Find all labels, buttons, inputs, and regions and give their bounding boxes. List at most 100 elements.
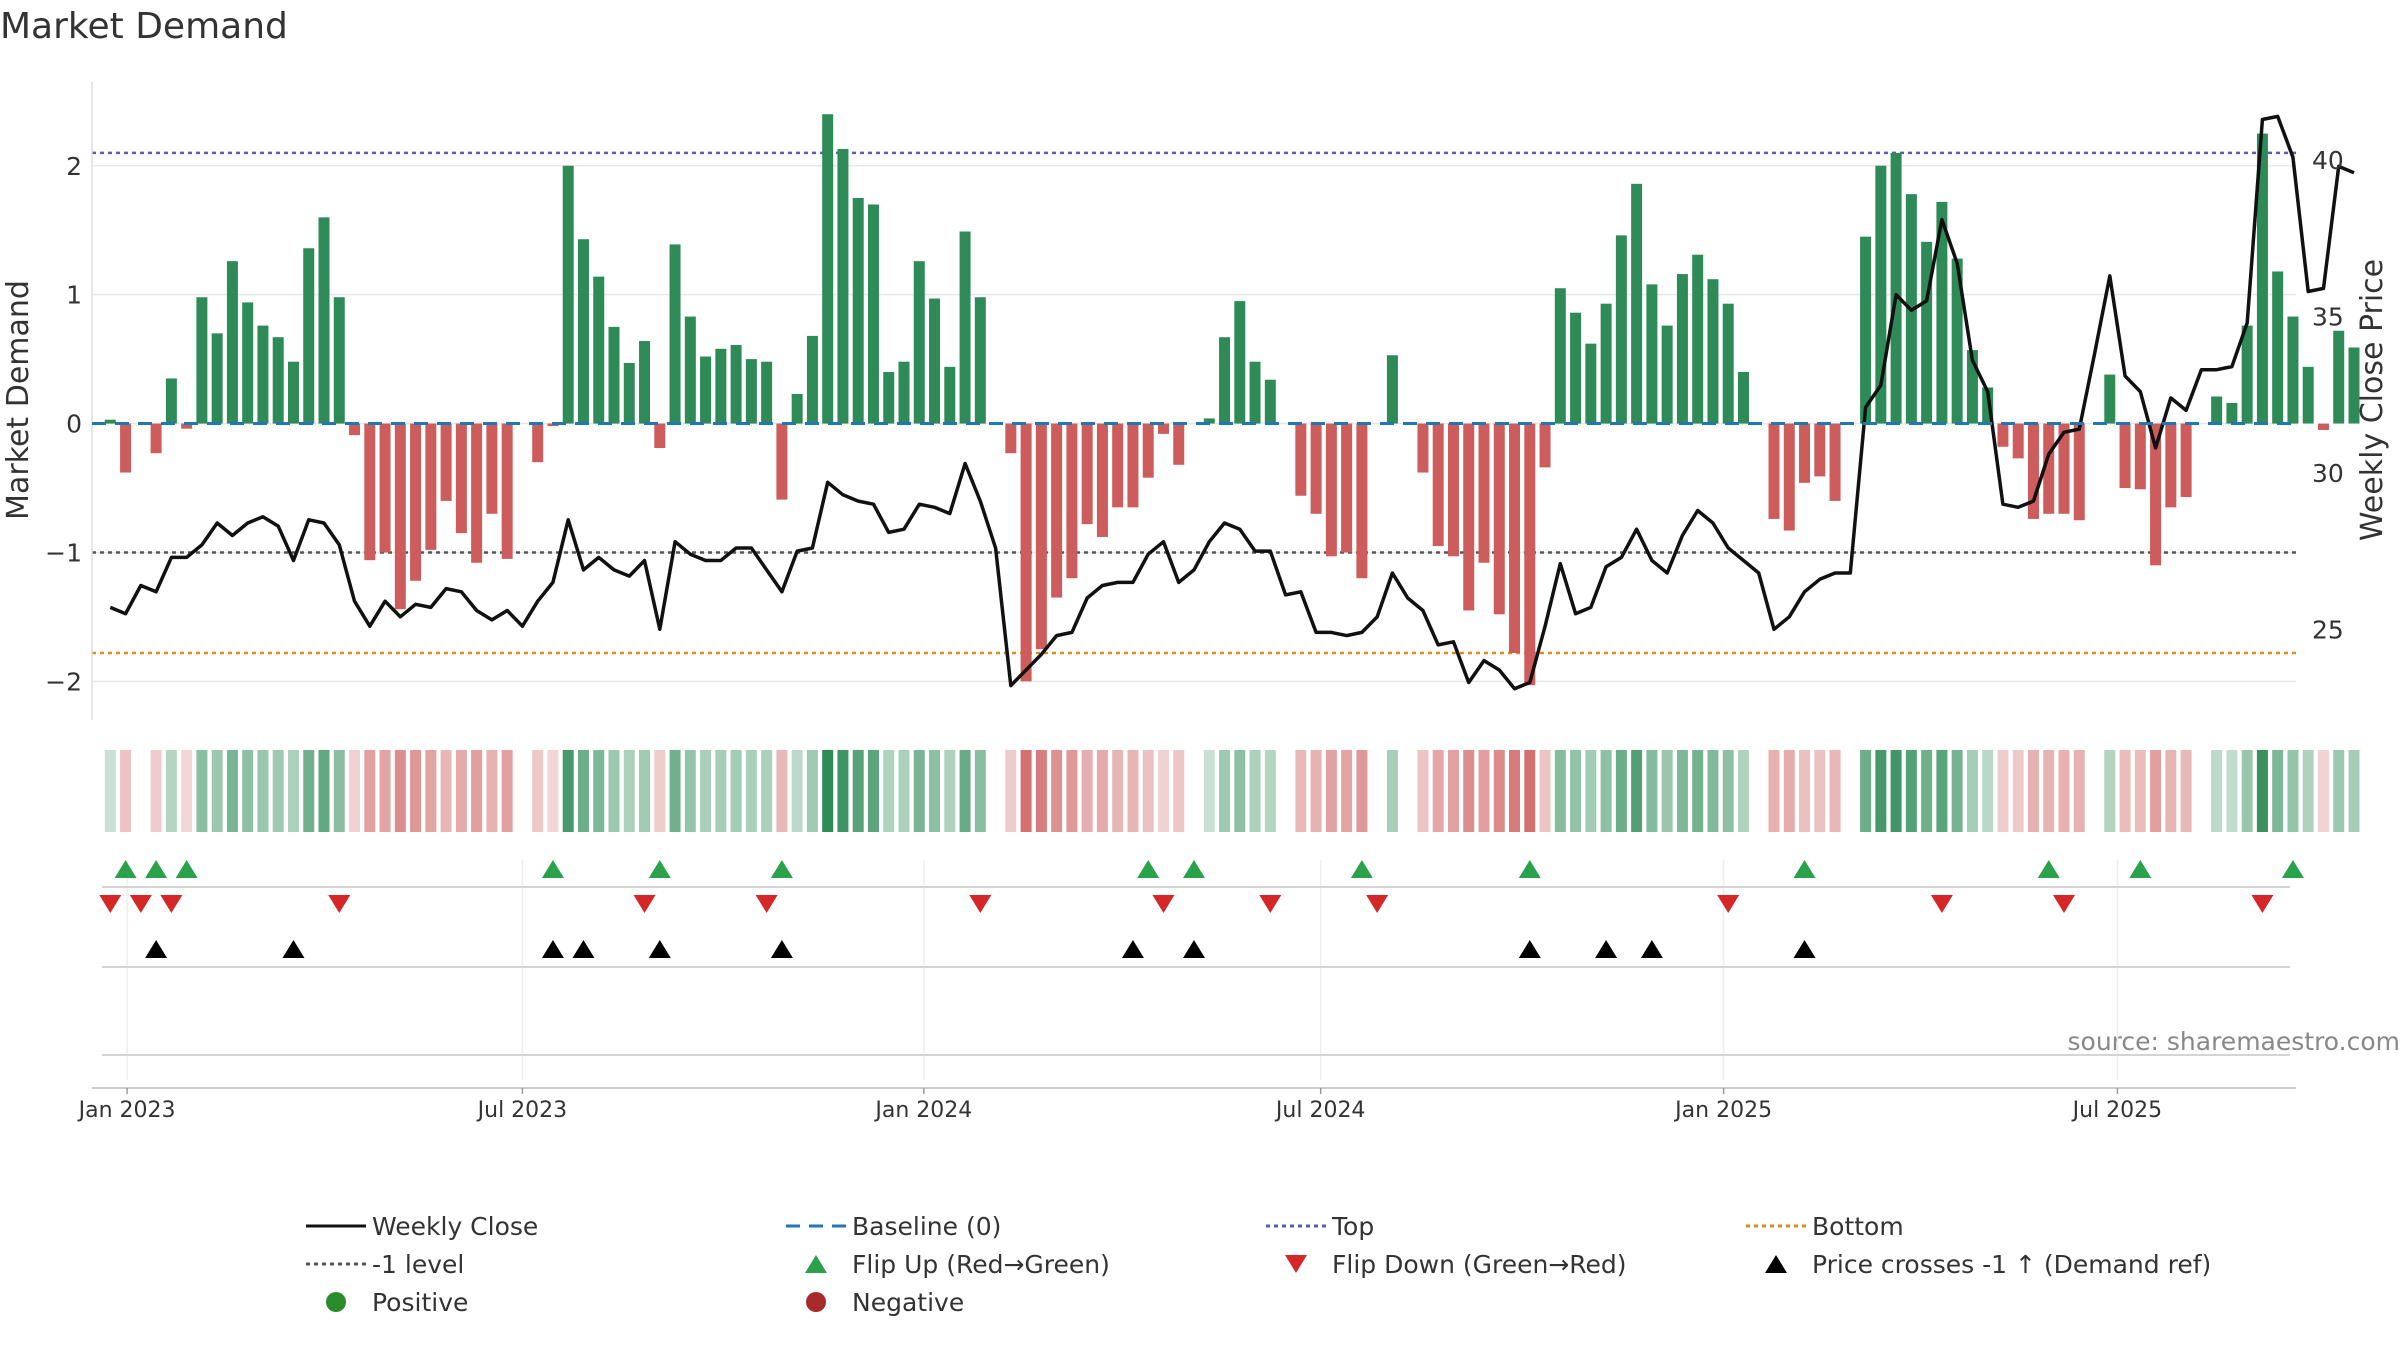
demand-bar-negative bbox=[364, 423, 376, 561]
heat-strip-cell bbox=[2119, 750, 2131, 832]
demand-bar-negative bbox=[1768, 423, 1780, 519]
heat-strip-cell bbox=[1005, 750, 1017, 832]
heat-strip-cell bbox=[867, 750, 879, 832]
demand-bar-positive bbox=[1615, 235, 1627, 424]
heat-strip-cell bbox=[1127, 750, 1139, 832]
heat-strip-cell bbox=[1707, 750, 1719, 832]
y2-tick-label: 40 bbox=[2312, 146, 2344, 175]
heat-strip-cell bbox=[364, 750, 376, 832]
heat-strip-cell bbox=[608, 750, 620, 832]
demand-bar-positive bbox=[730, 344, 742, 424]
flip-up-marker bbox=[2129, 860, 2152, 878]
demand-bar-positive bbox=[929, 298, 941, 424]
flip-up-marker bbox=[175, 860, 198, 878]
heat-strip-cell bbox=[1722, 750, 1734, 832]
heat-strip-cell bbox=[1188, 750, 1200, 832]
demand-bar-negative bbox=[2165, 423, 2177, 508]
axis-layer: −2 −1 0 1 2 25 30 35 40 Jan 2023 Jul 2023 Jan 2024 J… bbox=[45, 82, 2344, 1123]
demand-bar-negative bbox=[1066, 423, 1078, 579]
heat-strip-cell bbox=[2272, 750, 2284, 832]
demand-bar-positive bbox=[1707, 279, 1719, 424]
demand-bar-negative bbox=[1783, 423, 1795, 531]
demand-bar-positive bbox=[1249, 361, 1261, 424]
heat-strip-cell bbox=[440, 750, 452, 832]
heat-strip-cell bbox=[898, 750, 910, 832]
heat-strip-cell bbox=[883, 750, 895, 832]
demand-bar-negative bbox=[2150, 423, 2162, 566]
heat-strip-cell bbox=[1234, 750, 1246, 832]
price-cross-marker bbox=[1183, 940, 1205, 958]
heat-strip-cell bbox=[2226, 750, 2238, 832]
legend-circle-icon bbox=[780, 1284, 852, 1320]
heat-strip-cell bbox=[2027, 750, 2039, 832]
x-tick-label: Jan 2023 bbox=[77, 1098, 176, 1123]
flip-down-marker bbox=[1930, 895, 1953, 913]
heat-strip-cell bbox=[1402, 750, 1414, 832]
chart-title: Market Demand bbox=[0, 6, 288, 47]
heat-strip-cell bbox=[2241, 750, 2253, 832]
legend-label: Positive bbox=[372, 1287, 469, 1317]
demand-bar-negative bbox=[1112, 423, 1124, 508]
heat-strip-cell bbox=[959, 750, 971, 832]
demand-bar-negative bbox=[2180, 423, 2192, 498]
demand-bar-negative bbox=[776, 423, 788, 500]
x-tick-label: Jul 2024 bbox=[1274, 1098, 1366, 1123]
demand-bar-negative bbox=[1829, 423, 1841, 501]
demand-bar-negative bbox=[1509, 423, 1521, 653]
flip-down-marker bbox=[969, 895, 992, 913]
heat-strip-cell bbox=[1646, 750, 1658, 832]
legend-item-bottom: Bottom bbox=[1740, 1208, 1904, 1244]
price-cross-marker bbox=[1793, 940, 1816, 958]
heat-strip-cell bbox=[318, 750, 330, 832]
heat-strip-cell bbox=[1676, 750, 1688, 832]
heat-strip-cell bbox=[715, 750, 727, 832]
demand-bar-positive bbox=[974, 297, 986, 424]
heat-strip-cell bbox=[1692, 750, 1704, 832]
flip-up-marker bbox=[2037, 860, 2060, 878]
signal-markers bbox=[99, 860, 2304, 958]
y2-tick-label: 30 bbox=[2312, 459, 2344, 488]
demand-bar-negative bbox=[1463, 423, 1475, 611]
y-tick-label: −1 bbox=[45, 538, 82, 567]
heat-strip-cell bbox=[700, 750, 712, 832]
heat-strip-cell bbox=[974, 750, 986, 832]
heat-strip-cell bbox=[471, 750, 483, 832]
demand-bar-negative bbox=[2027, 423, 2039, 519]
heat-strip-cell bbox=[639, 750, 651, 832]
demand-bar-negative bbox=[1096, 423, 1108, 537]
demand-bar-positive bbox=[1386, 355, 1398, 424]
demand-bar-positive bbox=[2211, 396, 2223, 424]
demand-bar-negative bbox=[1325, 423, 1337, 557]
flip-up-marker bbox=[1793, 860, 1816, 878]
heat-strip-cell bbox=[516, 750, 528, 832]
y-tick-label: 2 bbox=[66, 152, 82, 181]
legend-label: Baseline (0) bbox=[852, 1211, 1002, 1241]
weekly-close-line bbox=[109, 114, 2355, 691]
heat-strip-cell bbox=[562, 750, 574, 832]
legend-line-dotted-icon bbox=[300, 1246, 372, 1282]
heat-strip-cell bbox=[1142, 750, 1154, 832]
heat-strip-cell bbox=[196, 750, 208, 832]
demand-bar-positive bbox=[852, 198, 864, 424]
demand-bar-negative bbox=[1814, 423, 1826, 477]
x-tick-label: Jan 2024 bbox=[873, 1098, 972, 1123]
heat-strip-cell bbox=[1219, 750, 1231, 832]
flip-up-marker bbox=[1183, 860, 1205, 878]
demand-bar-positive bbox=[867, 204, 879, 424]
heat-strip-cell bbox=[1890, 750, 1902, 832]
demand-bar-negative bbox=[532, 423, 544, 463]
demand-bar-positive bbox=[623, 362, 635, 424]
demand-bar-positive bbox=[1890, 152, 1902, 424]
heat-strip-cell bbox=[425, 750, 437, 832]
demand-bar-negative bbox=[181, 423, 193, 429]
heat-strip-cell bbox=[1615, 750, 1627, 832]
heat-strip-cell bbox=[1020, 750, 1032, 832]
heat-strip-cell bbox=[1157, 750, 1169, 832]
heat-strip-cell bbox=[257, 750, 269, 832]
reference-lines bbox=[92, 151, 2296, 655]
demand-bar-positive bbox=[242, 302, 254, 424]
heat-strip-cell bbox=[1096, 750, 1108, 832]
heat-strip-cell bbox=[1570, 750, 1582, 832]
heat-strip-cell bbox=[944, 750, 956, 832]
demand-bar-positive bbox=[1234, 301, 1246, 424]
